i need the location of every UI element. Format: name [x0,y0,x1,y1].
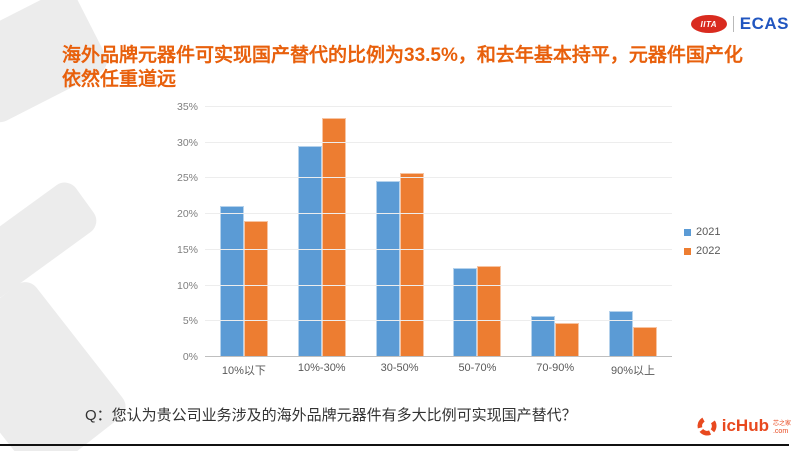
gridline [205,284,672,286]
chart-legend: 2021 2022 [684,226,720,257]
bar-2021 [219,206,244,357]
bar-group [438,107,516,357]
ciita-logo-label: IITA [700,19,718,29]
ichub-wordmark: icHub [721,416,769,435]
legend-item: 2021 [684,226,720,238]
y-axis-label: 35% [176,101,198,113]
y-axis-label: 20% [176,208,198,221]
x-axis: 10%以下 10%-30% 30-50% 50-70% 70-90% 90%以上 [205,362,672,378]
bar-2021 [609,311,634,357]
y-axis-label: 5% [182,315,198,328]
ichub-subtext: 芯之家 .com [773,421,791,435]
legend-label: 2022 [696,245,721,257]
ciita-logo: IITA [690,15,727,33]
x-axis-label: 70-90% [536,362,575,374]
x-axis-label: 30-50% [380,362,419,374]
y-axis-label: 15% [176,243,198,256]
x-axis-label: 50-70% [458,362,497,374]
bar-group [205,107,283,357]
association-logos: IITA ECAS [690,14,789,34]
y-axis-label: 30% [176,136,198,149]
bar-2022 [477,266,502,357]
bar-2022 [555,322,580,357]
slide-title: 海外品牌元器件可实现国产替代的比例为33.5%，和去年基本持平，元器件国产化依然… [62,45,743,90]
y-axis-label: 10% [176,279,198,292]
legend-label: 2021 [696,226,721,238]
legend-swatch [684,228,691,236]
bar-2022 [633,327,658,357]
gridline [205,106,672,107]
bar-group [516,107,594,357]
legend-item: 2022 [684,245,720,257]
bars-layer [205,107,672,357]
x-axis-label: 90%以上 [611,365,656,377]
gridline [205,356,672,357]
x-axis-label: 10%-30% [297,362,346,374]
plot-area [205,106,672,357]
logo-divider [732,16,734,32]
ecas-logo: ECAS [739,14,789,33]
bar-2022 [321,117,346,357]
ichub-logo: icHub 芯之家 .com [696,415,791,437]
bar-2022 [243,221,268,357]
gridline [205,141,672,143]
y-axis: 0% 5% 10% 15% 20% 25% 30% 35% [130,101,198,363]
gridline [205,248,672,250]
bar-2021 [297,146,322,357]
ichub-chinese-name: 芯之家 [772,420,791,427]
legend-swatch [684,247,691,255]
bar-2021 [531,315,556,357]
bar-group [361,107,439,357]
bar-group [283,107,361,357]
bar-group [594,107,672,357]
x-axis-label: 10%以下 [221,365,266,377]
gridline [205,320,672,322]
gridline [205,177,672,179]
bar-2021 [453,267,478,357]
ichub-domain: .com [772,427,789,435]
bar-2021 [375,180,400,357]
bottom-divider-line [0,444,789,446]
y-axis-label: 0% [182,351,198,363]
y-axis-label: 25% [176,172,198,185]
gridline [205,213,672,215]
bar-2022 [399,172,424,357]
ichub-c-icon [697,416,717,436]
survey-question: Q：您认为贵公司业务涉及的海外品牌元器件有多大比例可实现国产替代？ [85,407,577,424]
